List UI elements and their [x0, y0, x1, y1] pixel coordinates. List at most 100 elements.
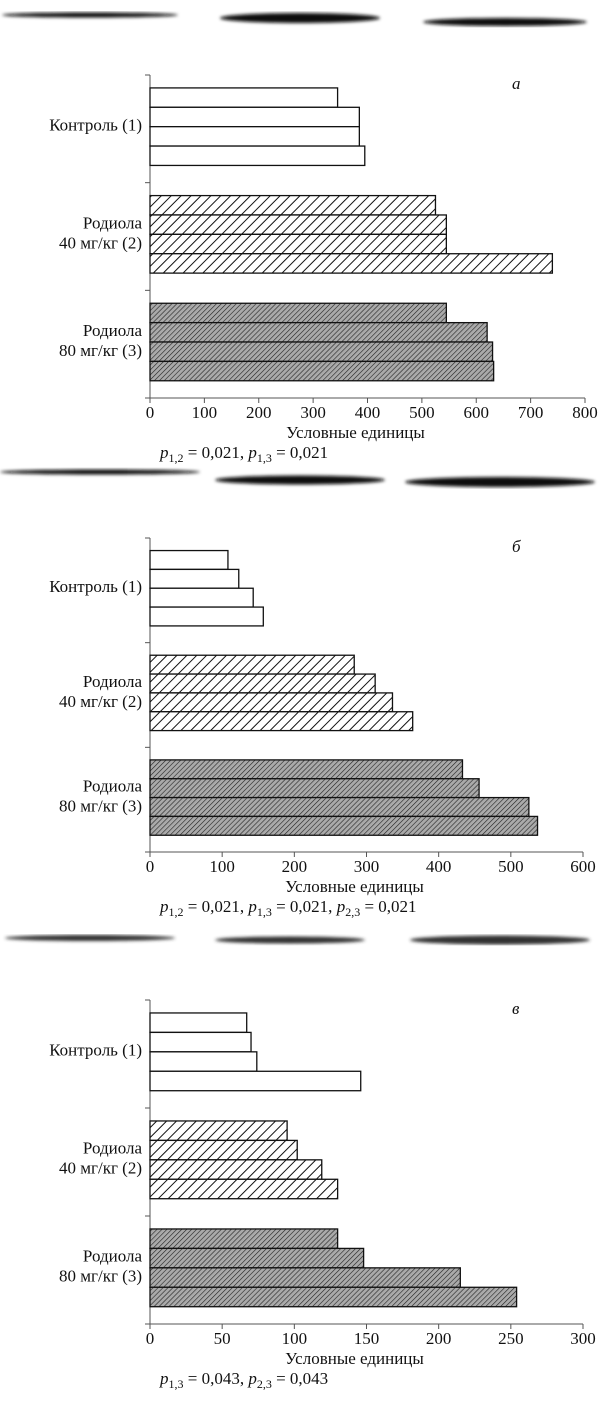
blot-b	[0, 470, 595, 488]
stat-symbol: p	[247, 897, 257, 916]
group-label: 80 мг/кг (3)	[59, 796, 142, 815]
bar	[150, 569, 239, 588]
x-tick-label: 700	[518, 403, 544, 422]
bar	[150, 655, 354, 674]
panel-letter: а	[512, 74, 521, 93]
bar	[150, 1287, 517, 1306]
bar	[150, 196, 435, 215]
bar	[150, 1248, 364, 1267]
stat-symbol: p	[336, 897, 346, 916]
bar	[150, 88, 338, 107]
stat-sub: 1,3	[257, 905, 272, 919]
bar	[150, 361, 494, 380]
stat-symbol: p	[247, 1369, 257, 1388]
bar	[150, 1052, 257, 1071]
stat-sub: 1,2	[169, 451, 184, 465]
x-axis-title: Условные единицы	[285, 1349, 424, 1368]
bar	[150, 551, 228, 570]
stat-text: = 0,021,	[184, 443, 245, 462]
bar	[150, 1071, 361, 1090]
bar	[150, 779, 479, 798]
stat-text: = 0,021,	[272, 897, 333, 916]
stat-sub: 1,2	[169, 905, 184, 919]
x-tick-label: 300	[354, 857, 380, 876]
bar	[150, 674, 375, 693]
stat-symbol: p	[159, 443, 169, 462]
group-label: Контроль (1)	[49, 577, 142, 596]
x-tick-label: 0	[146, 403, 155, 422]
bar	[150, 760, 462, 779]
x-tick-label: 600	[570, 857, 596, 876]
bar	[150, 712, 413, 731]
x-tick-label: 200	[246, 403, 272, 422]
bar	[150, 303, 446, 322]
group-label: Родиола	[83, 776, 143, 795]
x-tick-label: 400	[355, 403, 381, 422]
x-tick-label: 500	[409, 403, 435, 422]
figure: 0100200300400500600700800Контроль (1)Род…	[0, 0, 599, 1408]
bar	[150, 607, 263, 626]
stat-text: = 0,021	[360, 897, 416, 916]
bar	[150, 1179, 338, 1198]
x-tick-label: 250	[498, 1329, 524, 1348]
bar	[150, 234, 446, 253]
x-tick-label: 100	[209, 857, 235, 876]
bar	[150, 323, 487, 342]
bar	[150, 1013, 247, 1032]
x-tick-label: 800	[572, 403, 598, 422]
bar	[150, 1032, 251, 1051]
x-tick-label: 0	[146, 1329, 155, 1348]
x-tick-label: 300	[300, 403, 326, 422]
bar	[150, 816, 538, 835]
group-label: Родиола	[83, 1247, 143, 1266]
x-tick-label: 400	[426, 857, 452, 876]
bar	[150, 1229, 338, 1248]
x-tick-label: 100	[192, 403, 218, 422]
group-label: 40 мг/кг (2)	[59, 233, 142, 252]
stat-text: = 0,021	[272, 443, 328, 462]
panel-letter: б	[512, 537, 521, 556]
x-tick-label: 200	[426, 1329, 452, 1348]
bar	[150, 107, 359, 126]
x-tick-label: 300	[570, 1329, 596, 1348]
x-tick-label: 200	[282, 857, 308, 876]
stat-sub: 2,3	[345, 905, 360, 919]
stat-symbol: p	[247, 443, 257, 462]
stat-text: = 0,043	[272, 1369, 328, 1388]
stat-sub: 2,3	[257, 1377, 272, 1391]
x-axis-title: Условные единицы	[285, 877, 424, 896]
group-label: Родиола	[83, 672, 143, 691]
stat-text: = 0,021,	[184, 897, 245, 916]
bar	[150, 146, 365, 165]
x-tick-label: 600	[464, 403, 490, 422]
group-label: Контроль (1)	[49, 1041, 142, 1060]
bar	[150, 1121, 287, 1140]
bar	[150, 127, 359, 146]
stat-sub: 1,3	[169, 1377, 184, 1391]
bar	[150, 693, 392, 712]
stat-note: p1,3 = 0,043, p2,3 = 0,043	[159, 1369, 328, 1391]
blot-a	[2, 13, 587, 27]
x-axis-title: Условные единицы	[286, 423, 425, 442]
group-label: Родиола	[83, 213, 143, 232]
stat-sub: 1,3	[257, 451, 272, 465]
bar	[150, 1268, 460, 1287]
stat-symbol: p	[159, 897, 169, 916]
group-label: Родиола	[83, 321, 143, 340]
x-tick-label: 100	[282, 1329, 308, 1348]
bar	[150, 215, 446, 234]
bar	[150, 342, 493, 361]
group-label: 80 мг/кг (3)	[59, 1267, 142, 1286]
stat-symbol: p	[159, 1369, 169, 1388]
x-tick-label: 500	[498, 857, 524, 876]
stat-note: p1,2 = 0,021, p1,3 = 0,021	[159, 443, 328, 465]
group-label: Контроль (1)	[49, 116, 142, 135]
group-label: 80 мг/кг (3)	[59, 341, 142, 360]
panel-letter: в	[512, 999, 520, 1018]
group-label: 40 мг/кг (2)	[59, 692, 142, 711]
group-label: 40 мг/кг (2)	[59, 1159, 142, 1178]
group-label: Родиола	[83, 1139, 143, 1158]
blot-c	[5, 935, 590, 945]
bar	[150, 254, 552, 273]
x-tick-label: 50	[214, 1329, 231, 1348]
